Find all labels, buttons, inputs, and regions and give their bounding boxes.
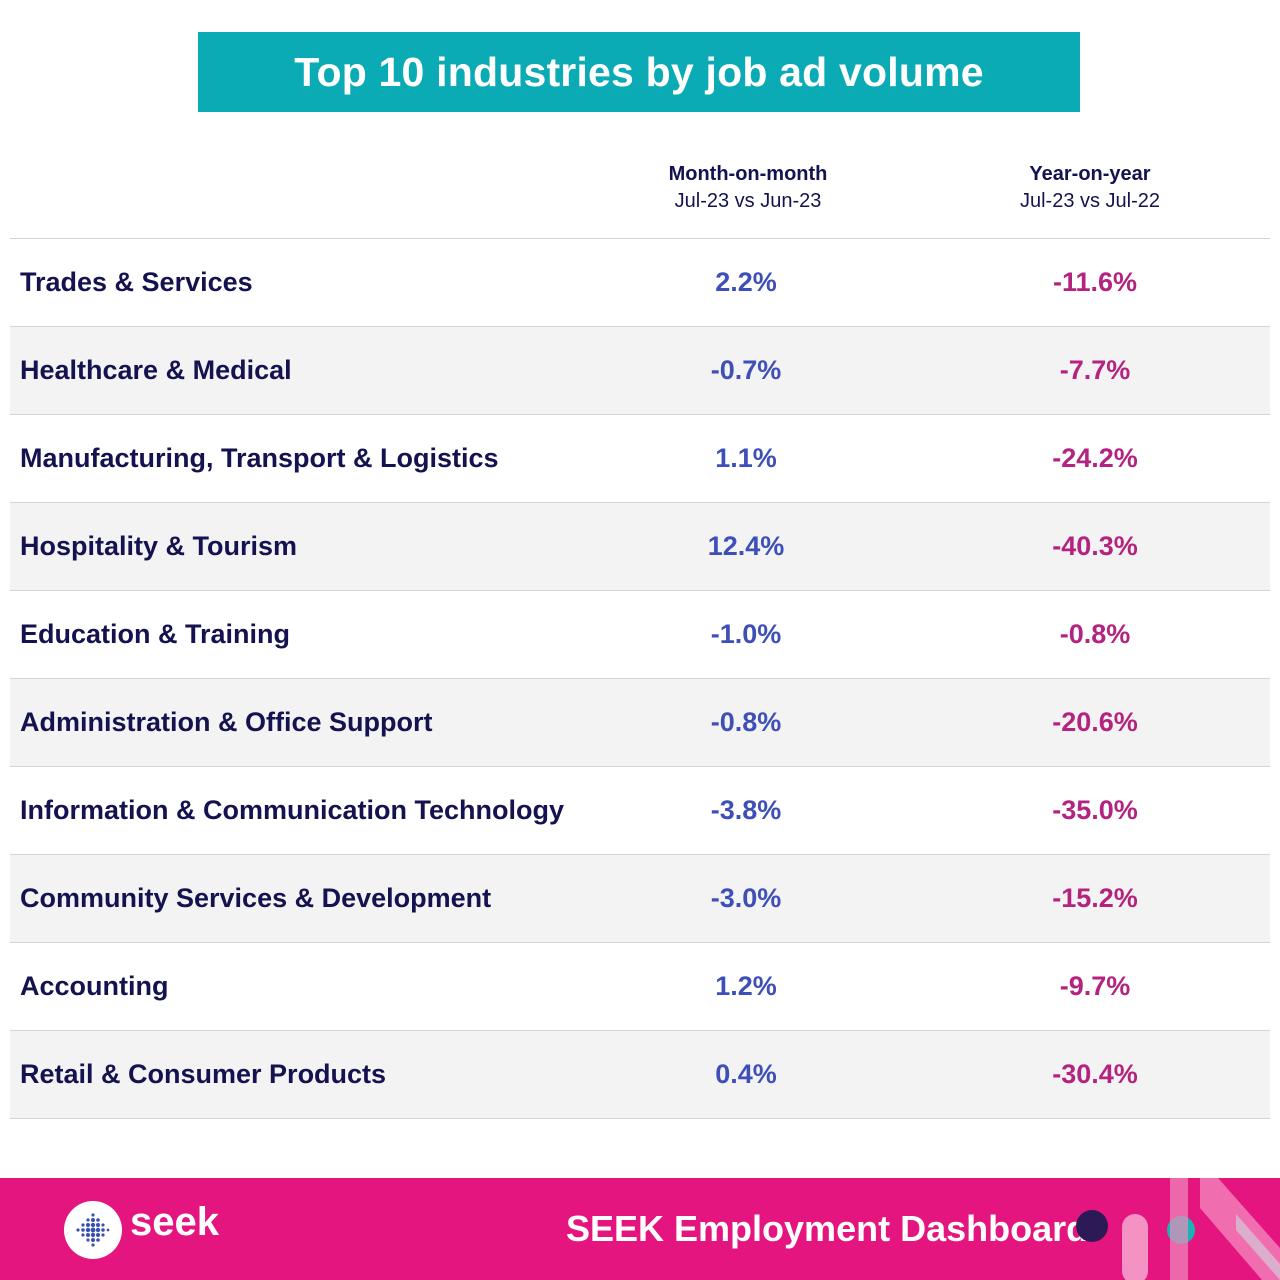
mom-value: -0.8% bbox=[710, 707, 782, 737]
mom-value: 0.4% bbox=[715, 1059, 777, 1089]
footer-title: SEEK Employment Dashboard bbox=[566, 1208, 1089, 1249]
table-row: Accounting 1.2% -9.7% bbox=[10, 942, 1270, 1030]
industry-label: Information & Communication Technology bbox=[20, 795, 564, 825]
yoy-value: -30.4% bbox=[1052, 1059, 1138, 1089]
yoy-value: -15.2% bbox=[1052, 883, 1138, 913]
mom-value: -3.8% bbox=[710, 795, 782, 825]
mom-value: -1.0% bbox=[710, 619, 782, 649]
table-row: Healthcare & Medical -0.7% -7.7% bbox=[10, 326, 1270, 414]
table-row: Information & Communication Technology -… bbox=[10, 766, 1270, 854]
mom-value: 1.2% bbox=[715, 971, 777, 1001]
pink-pill-shape bbox=[1122, 1214, 1148, 1280]
table-row: Manufacturing, Transport & Logistics 1.1… bbox=[10, 414, 1270, 502]
mom-value: -3.0% bbox=[710, 883, 782, 913]
industry-label: Healthcare & Medical bbox=[20, 355, 292, 385]
yoy-value: -35.0% bbox=[1052, 795, 1138, 825]
yoy-column-header: Year-on-year Jul-23 vs Jul-22 bbox=[960, 160, 1220, 214]
industry-table: Trades & Services 2.2% -11.6% Healthcare… bbox=[10, 238, 1270, 1119]
table-row: Community Services & Development -3.0% -… bbox=[10, 854, 1270, 942]
navy-dot-shape bbox=[1076, 1210, 1108, 1242]
table-row: Hospitality & Tourism 12.4% -40.3% bbox=[10, 502, 1270, 590]
mom-column-header: Month-on-month Jul-23 vs Jun-23 bbox=[618, 160, 878, 214]
table-row: Administration & Office Support -0.8% -2… bbox=[10, 678, 1270, 766]
industry-label: Trades & Services bbox=[20, 267, 253, 297]
industry-label: Community Services & Development bbox=[20, 883, 492, 913]
yoy-subheading: Jul-23 vs Jul-22 bbox=[1019, 190, 1161, 212]
yoy-value: -11.6% bbox=[1052, 267, 1138, 297]
page-title: Top 10 industries by job ad volume bbox=[294, 48, 984, 95]
mom-value: -0.7% bbox=[710, 355, 782, 385]
mom-subheading: Jul-23 vs Jun-23 bbox=[674, 190, 822, 212]
teal-slash-shape bbox=[1236, 1214, 1280, 1280]
seek-dots-logo-icon bbox=[64, 1201, 122, 1259]
yoy-value: -9.7% bbox=[1059, 971, 1131, 1001]
industry-label: Education & Training bbox=[20, 619, 291, 649]
yoy-value: -20.6% bbox=[1052, 707, 1138, 737]
table-row: Education & Training -1.0% -0.8% bbox=[10, 590, 1270, 678]
yoy-value: -0.8% bbox=[1059, 619, 1131, 649]
seek-logo-text: seek bbox=[130, 1200, 219, 1244]
yoy-value: -40.3% bbox=[1052, 531, 1138, 561]
seek-dots-logo-graphic bbox=[76, 1213, 110, 1247]
mom-value: 1.1% bbox=[715, 443, 777, 473]
industry-label: Administration & Office Support bbox=[20, 707, 433, 737]
decorative-shapes bbox=[1076, 1178, 1280, 1280]
title-banner: Top 10 industries by job ad volume bbox=[198, 32, 1080, 112]
yoy-value: -24.2% bbox=[1052, 443, 1138, 473]
mom-value: 12.4% bbox=[707, 531, 785, 561]
table-row: Trades & Services 2.2% -11.6% bbox=[10, 238, 1270, 326]
industry-label: Manufacturing, Transport & Logistics bbox=[20, 443, 499, 473]
industry-label: Hospitality & Tourism bbox=[20, 531, 298, 561]
industry-label: Accounting bbox=[20, 971, 169, 1001]
mom-heading: Month-on-month bbox=[668, 163, 828, 185]
pink-bar-shape bbox=[1170, 1178, 1188, 1280]
mom-value: 2.2% bbox=[715, 267, 777, 297]
footer-bar: seek SEEK Employment Dashboard bbox=[0, 1178, 1280, 1280]
table-row: Retail & Consumer Products 0.4% -30.4% bbox=[10, 1030, 1270, 1119]
yoy-value: -7.7% bbox=[1059, 355, 1131, 385]
industry-label: Retail & Consumer Products bbox=[20, 1059, 387, 1089]
yoy-heading: Year-on-year bbox=[1029, 163, 1151, 185]
